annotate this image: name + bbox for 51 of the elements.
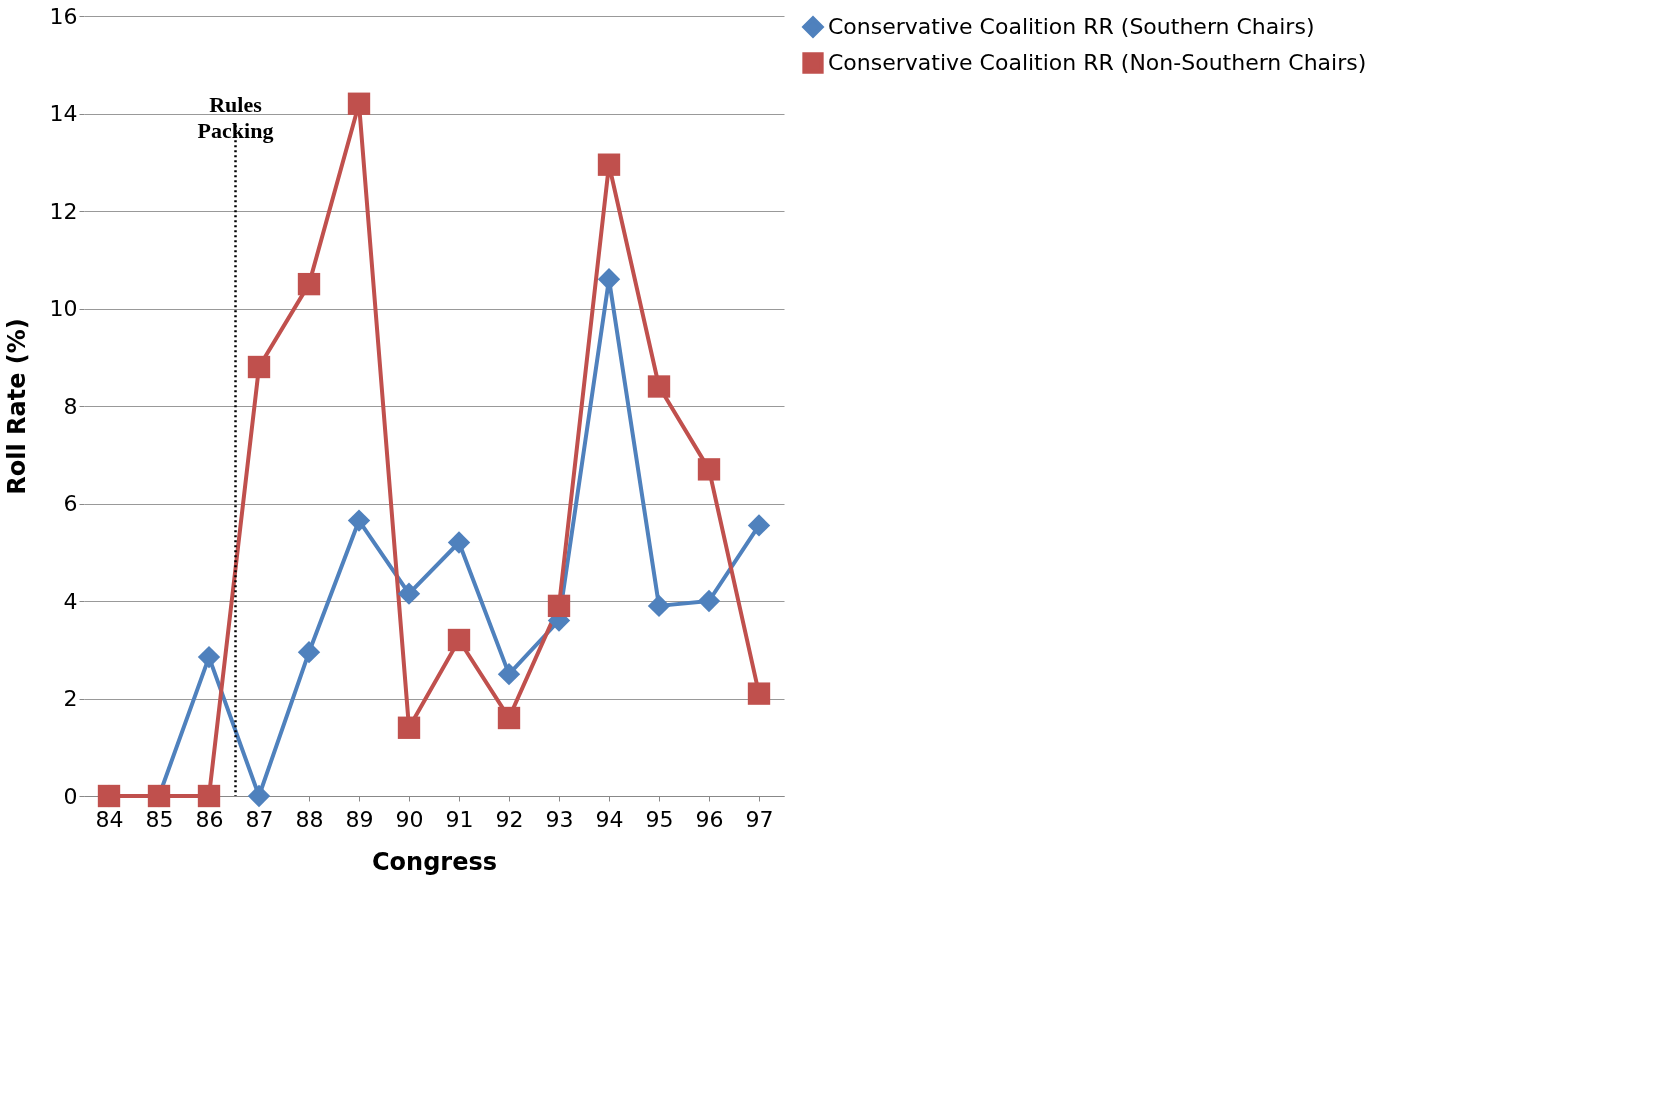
x-tick-label: 97 bbox=[745, 806, 774, 832]
x-tick-label: 92 bbox=[495, 806, 524, 832]
point bbox=[447, 531, 471, 554]
point bbox=[497, 706, 521, 730]
x-tick-label: 85 bbox=[145, 806, 174, 832]
legend-label: Conservative Coalition RR (Non-Southern Chairs) bbox=[828, 50, 1367, 75]
y-tick-label: 14 bbox=[49, 101, 78, 126]
point bbox=[597, 268, 621, 291]
x-tick-label: 95 bbox=[645, 806, 674, 832]
y-tick-label: 10 bbox=[49, 296, 78, 321]
x-tick-label: 86 bbox=[195, 806, 224, 832]
point bbox=[697, 589, 721, 613]
x-tick-label: 84 bbox=[95, 806, 124, 832]
x-tick-label: 91 bbox=[445, 806, 474, 832]
legend-label: Conservative Coalition RR (Southern Chairs) bbox=[828, 14, 1315, 39]
point bbox=[697, 458, 721, 481]
point bbox=[247, 784, 271, 808]
y-axis-title: Roll Rate (%) bbox=[2, 318, 31, 495]
point bbox=[497, 662, 521, 686]
point bbox=[747, 514, 771, 537]
point bbox=[247, 355, 271, 379]
x-tick-label: 94 bbox=[595, 806, 624, 832]
ref-line-label: Rules Packing bbox=[197, 92, 274, 144]
point bbox=[397, 582, 421, 605]
x-tick-label: 89 bbox=[345, 806, 374, 832]
point bbox=[647, 594, 671, 618]
point bbox=[597, 153, 621, 176]
y-tick-label: 16 bbox=[49, 3, 78, 29]
y-tick-label: 4 bbox=[63, 588, 78, 614]
point bbox=[197, 645, 221, 669]
point bbox=[197, 784, 221, 808]
point bbox=[347, 509, 371, 532]
x-tick-label: 87 bbox=[245, 806, 274, 832]
point bbox=[297, 641, 321, 664]
x-tick-label: 96 bbox=[695, 806, 724, 832]
point bbox=[647, 375, 671, 398]
point bbox=[297, 272, 321, 296]
point bbox=[447, 628, 471, 652]
y-tick-label: 2 bbox=[63, 686, 78, 711]
point bbox=[397, 716, 421, 739]
x-tick-label: 88 bbox=[295, 806, 324, 832]
point bbox=[747, 682, 771, 705]
x-axis-title: Congress bbox=[371, 847, 498, 876]
y-tick-label: 8 bbox=[63, 393, 78, 419]
point bbox=[547, 594, 571, 618]
point bbox=[347, 92, 371, 115]
y-tick-label: 6 bbox=[63, 491, 78, 516]
y-tick-label: 0 bbox=[63, 783, 78, 809]
x-tick-label: 90 bbox=[395, 806, 424, 832]
x-tick-label: 93 bbox=[545, 806, 574, 832]
y-tick-label: 12 bbox=[49, 198, 78, 224]
